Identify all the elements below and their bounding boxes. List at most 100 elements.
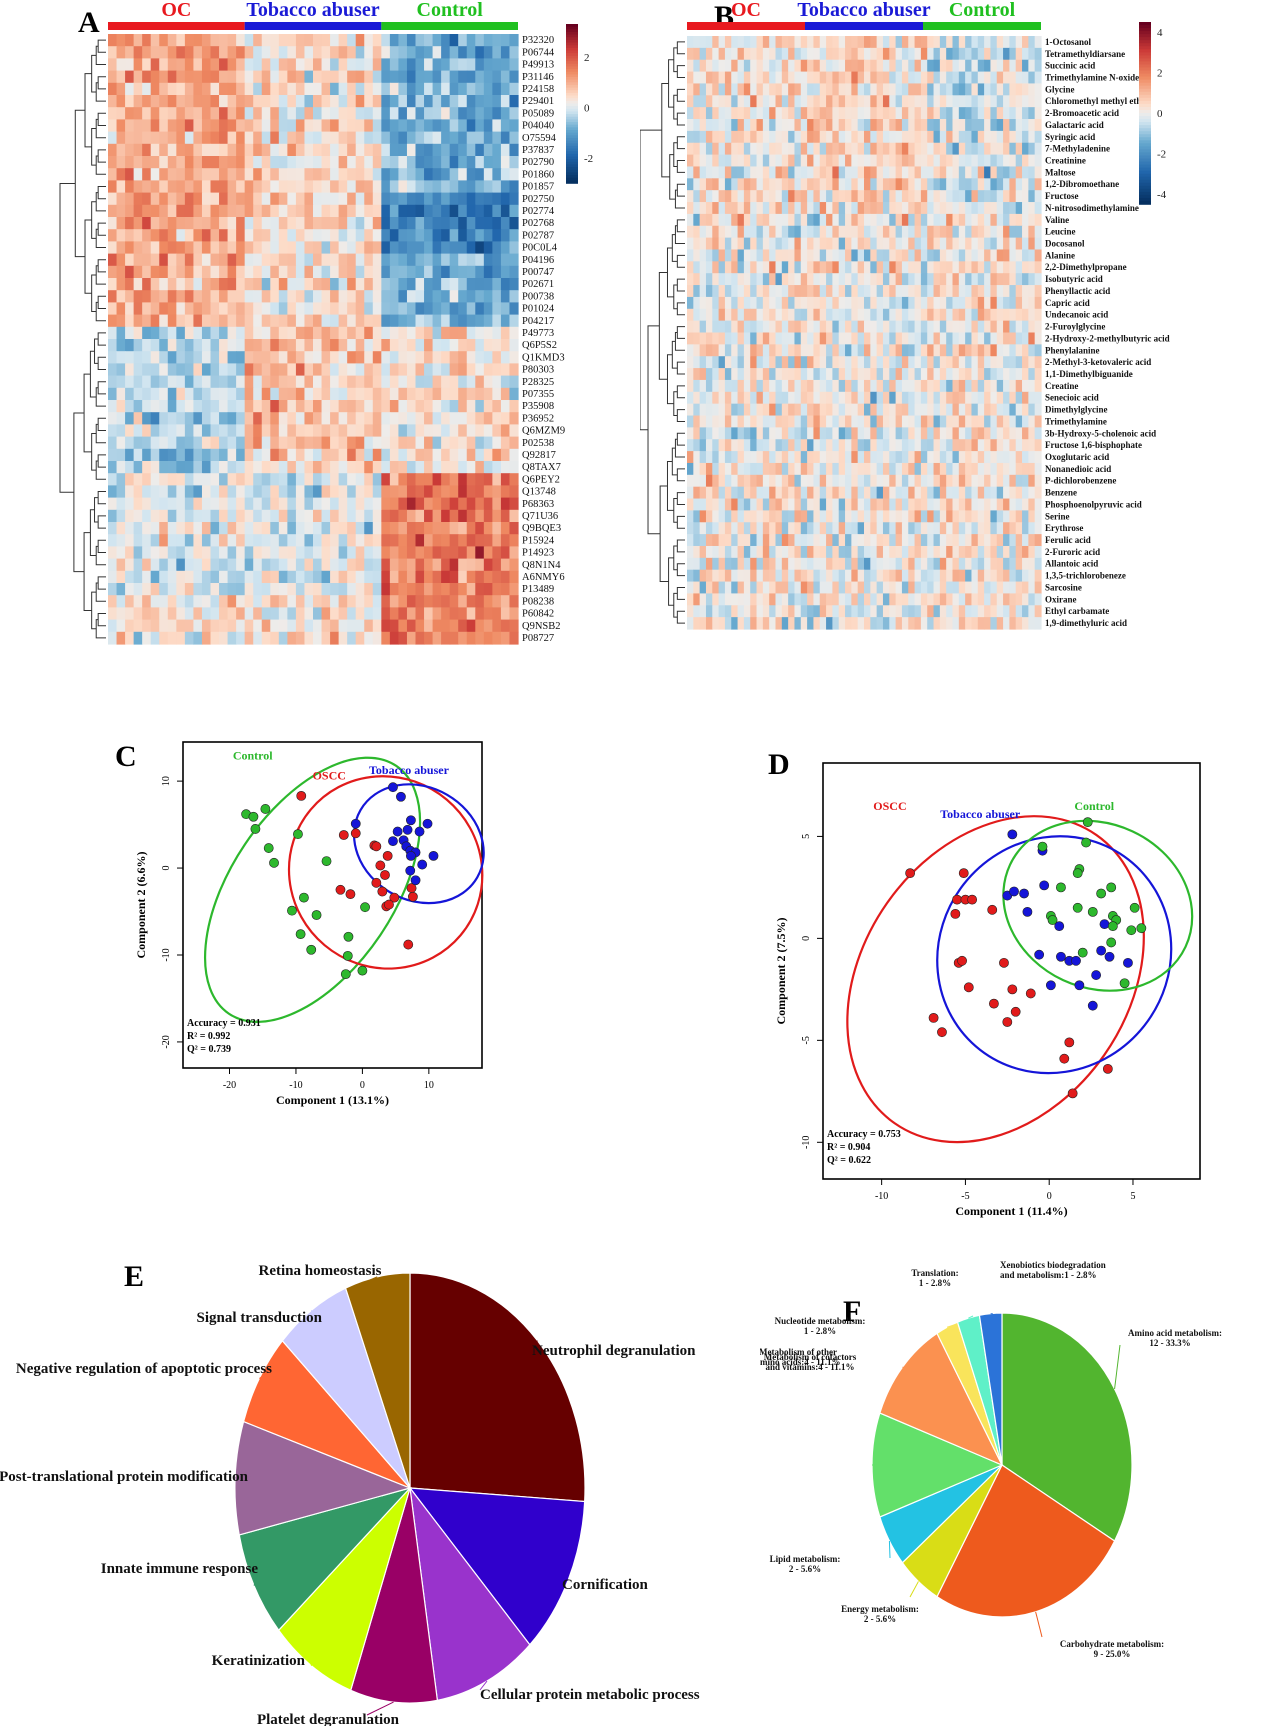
heatmap-cell: [406, 607, 417, 621]
heatmap-cell: [1028, 261, 1036, 274]
heatmap-cell: [313, 46, 323, 59]
heatmap-cell: [876, 83, 884, 96]
heatmap-cell: [424, 619, 434, 633]
heatmap-cell: [889, 474, 897, 488]
heatmap-cell: [372, 546, 382, 560]
heatmap-cell: [845, 83, 852, 96]
heatmap-cell: [933, 332, 941, 345]
heatmap-cell: [699, 486, 707, 500]
heatmap-cell: [794, 427, 802, 440]
heatmap-cell: [914, 344, 922, 357]
colorbar-segment: [566, 61, 578, 65]
heatmap-cell: [176, 70, 186, 84]
heatmap-cell: [492, 278, 502, 291]
heatmap-cell: [159, 387, 169, 401]
heatmap-cell: [788, 415, 796, 428]
heatmap-cell: [870, 403, 878, 417]
heatmap-cell: [381, 180, 391, 194]
heatmap-cell: [699, 107, 707, 120]
heatmap-cell: [449, 192, 459, 206]
heatmap-cell: [819, 344, 827, 357]
heatmap-cell: [236, 192, 246, 206]
heatmap-cell: [184, 461, 195, 474]
heatmap-cell: [914, 498, 922, 511]
heatmap-cell: [882, 107, 890, 120]
heatmap-cell: [287, 534, 297, 547]
heatmap-cell: [338, 143, 348, 157]
heatmap-cell: [304, 70, 314, 84]
heatmap-cell: [432, 619, 442, 633]
heatmap-cell: [167, 522, 177, 535]
heatmap-cell: [756, 415, 764, 428]
heatmap-cell: [338, 290, 348, 303]
heatmap-cell: [304, 473, 314, 486]
heatmap-cell: [864, 261, 871, 274]
heatmap-cell: [952, 142, 960, 156]
heatmap-cell: [150, 156, 160, 169]
heatmap-cell: [227, 570, 237, 584]
heatmap-cell: [762, 320, 770, 334]
heatmap-cell: [1003, 451, 1010, 464]
heatmap-cell: [167, 46, 177, 59]
heatmap-cell: [920, 356, 928, 369]
heatmap-cell: [876, 439, 884, 452]
heatmap-cell: [125, 583, 135, 596]
heatmap-cell: [133, 278, 143, 291]
heatmap-cell: [133, 82, 143, 96]
heatmap-cell: [920, 107, 928, 120]
heatmap-cell: [236, 204, 246, 218]
heatmap-cell: [977, 498, 985, 511]
heatmap-cell: [914, 296, 922, 310]
heatmap-cell: [304, 595, 314, 608]
heatmap-cell: [381, 107, 391, 120]
heatmap-cell: [939, 202, 947, 215]
row-label: P49913: [522, 60, 554, 71]
heatmap-cell: [737, 213, 745, 227]
heatmap-cell: [364, 192, 374, 206]
heatmap-cell: [133, 461, 143, 474]
heatmap-cell: [210, 192, 220, 206]
heatmap-cell: [330, 631, 340, 645]
heatmap-cell: [364, 46, 374, 59]
heatmap-cell: [1003, 261, 1010, 274]
heatmap-cell: [769, 356, 777, 369]
heatmap-cell: [304, 229, 314, 242]
heatmap-cell: [851, 261, 859, 274]
heatmap-cell: [788, 486, 796, 500]
heatmap-cell: [133, 424, 143, 438]
row-label: Q13748: [522, 487, 556, 498]
heatmap-cell: [236, 290, 246, 303]
heatmap-cell: [201, 265, 212, 279]
heatmap-cell: [908, 391, 916, 405]
heatmap-cell: [819, 249, 827, 262]
heatmap-cell: [321, 509, 331, 523]
heatmap-cell: [219, 217, 229, 230]
colorbar-segment: [566, 90, 578, 94]
heatmap-cell: [125, 424, 135, 438]
heatmap-cell: [1034, 320, 1042, 334]
heatmap-cell: [347, 534, 357, 547]
heatmap-cell: [857, 486, 865, 500]
heatmap-cell: [133, 119, 143, 133]
heatmap-cell: [389, 351, 400, 364]
heatmap-cell: [933, 486, 941, 500]
heatmap-cell: [769, 273, 777, 286]
heatmap-cell: [475, 302, 485, 316]
dendrogram-branch: [97, 332, 106, 346]
heatmap-cell: [870, 178, 878, 191]
heatmap-cell: [1009, 439, 1017, 452]
heatmap-cell: [946, 142, 954, 156]
heatmap-cell: [116, 82, 126, 96]
heatmap-cell: [261, 339, 271, 352]
heatmap-cell: [946, 154, 954, 168]
heatmap-cell: [731, 83, 739, 96]
heatmap-cell: [762, 498, 770, 511]
heatmap-cell: [908, 403, 916, 417]
heatmap-cell: [864, 190, 871, 203]
heatmap-cell: [219, 253, 229, 267]
heatmap-cell: [415, 265, 425, 279]
heatmap-cell: [699, 439, 707, 452]
heatmap-cell: [699, 178, 707, 191]
heatmap-cell: [1003, 379, 1010, 393]
heatmap-cell: [193, 131, 203, 145]
